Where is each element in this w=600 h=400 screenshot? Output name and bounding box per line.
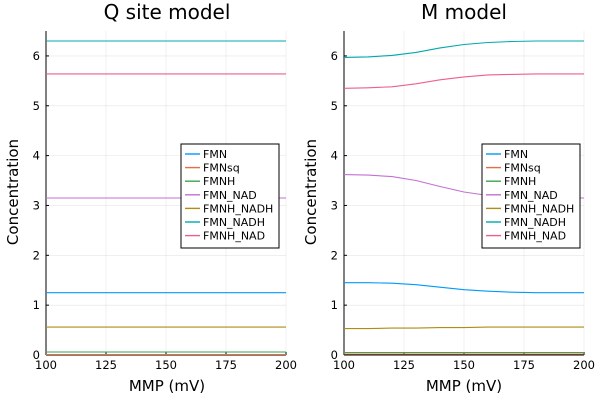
legend-label: FMNH: [504, 175, 536, 188]
legend-label: FMNH_NAD: [504, 230, 566, 243]
legend-label: FMN: [203, 148, 227, 161]
x-tick-label: 125: [393, 358, 415, 372]
series-line-fmnh-nadh: [344, 326, 584, 330]
chart-title: Q site model: [104, 0, 231, 24]
y-tick-label: 3: [33, 198, 40, 212]
x-tick-label: 100: [35, 358, 57, 372]
panel-q-site-model: Q site model MMP (mV) Concentration 100 1…: [4, 0, 297, 395]
x-tick-label: 100: [333, 358, 355, 372]
legend-box: [481, 143, 581, 249]
legend-label: FMN_NAD: [203, 189, 257, 202]
x-tick-label: 150: [155, 358, 177, 372]
x-tick-label: 125: [95, 358, 117, 372]
y-tick-label: 2: [331, 248, 338, 262]
y-tick-label: 5: [33, 99, 40, 113]
chart-title: M model: [421, 0, 507, 24]
x-tick-label: 175: [215, 358, 237, 372]
legend-label: FMN_NAD: [504, 189, 558, 202]
y-tick-label: 3: [331, 198, 338, 212]
legend-label: FMN: [504, 148, 528, 161]
x-tick-label: 175: [513, 358, 535, 372]
legend-label: FMN_NADH: [504, 216, 566, 229]
legend-box: [180, 143, 280, 249]
x-tick-label: 200: [275, 358, 297, 372]
legend-label: FMNsq: [203, 162, 240, 175]
y-tick-label: 6: [33, 49, 40, 63]
panel-m-model: M model MMP (mV) Concentration 100 125 150…: [302, 0, 595, 395]
y-axis-label: Concentration: [302, 139, 320, 245]
series-line-fmn-nadh: [343, 40, 584, 58]
y-tick-label: 1: [33, 298, 40, 312]
y-axis-label: Concentration: [4, 139, 22, 245]
x-tick-label: 200: [573, 358, 595, 372]
y-tick-label: 5: [331, 99, 338, 113]
x-axis-label: MMP (mV): [129, 377, 205, 395]
y-tick-label: 2: [33, 248, 40, 262]
y-tick-label: 0: [331, 348, 338, 362]
x-axis-label: MMP (mV): [426, 377, 502, 395]
x-tick-label: 150: [453, 358, 475, 372]
series-line-fmn: [344, 282, 584, 294]
legend: FMNFMNsqFMNHFMN_NADFMNH_NADHFMN_NADHFMNH…: [481, 143, 581, 249]
y-tick-label: 4: [331, 149, 338, 163]
y-tick-label: 6: [331, 49, 338, 63]
y-tick-label: 4: [33, 149, 40, 163]
legend: FMNFMNsqFMNHFMN_NADFMNH_NADHFMN_NADHFMNH…: [180, 143, 280, 249]
y-tick-label: 1: [331, 298, 338, 312]
legend-label: FMNH_NAD: [203, 230, 265, 243]
legend-label: FMNH: [203, 175, 235, 188]
legend-label: FMNsq: [504, 162, 541, 175]
y-tick-label: 0: [33, 348, 40, 362]
legend-label: FMN_NADH: [203, 216, 265, 229]
legend-label: FMNH_NADH: [203, 202, 273, 215]
legend-label: FMNH_NADH: [504, 202, 574, 215]
series-line-fmnh-nad: [343, 73, 584, 89]
